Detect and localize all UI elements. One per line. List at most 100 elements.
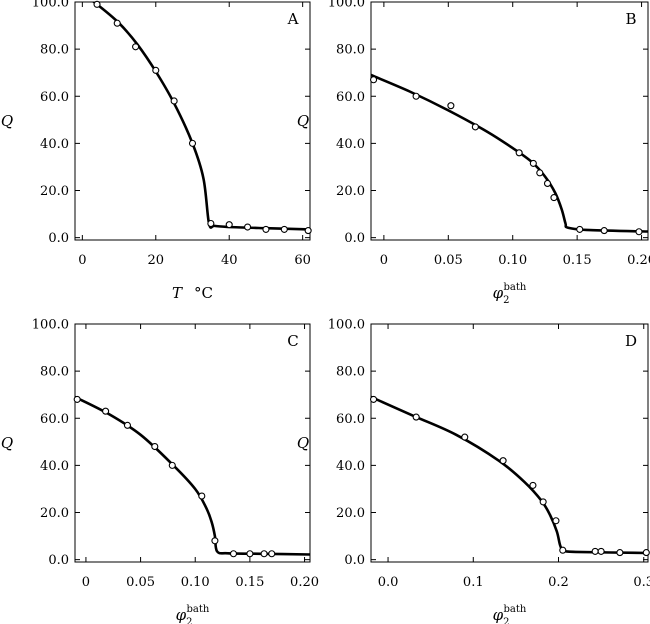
chart-panel-b: 0 0.05 0.10 0.15 0.20 0.0 20.0 40.0 60.0 80.0 100.… — [297, 0, 650, 306]
fit-curve — [371, 73, 648, 233]
data-point — [73, 395, 81, 403]
fit-curve — [91, 2, 310, 231]
y-tick-label: 80.0 — [336, 365, 365, 380]
x-tick-label: 0 — [380, 253, 388, 268]
y-tick-label: 40.0 — [336, 137, 365, 152]
data-point — [246, 550, 254, 558]
x-tick-label: 0.05 — [434, 253, 463, 268]
y-tick-label: 0.0 — [344, 553, 365, 568]
x-axis-var: φ — [493, 284, 504, 302]
y-tick-label: 40.0 — [40, 459, 69, 474]
x-axis-superscript: bath — [504, 282, 527, 293]
data-point — [543, 179, 552, 187]
y-tick-label: 100.0 — [328, 318, 365, 333]
panel-label: D — [625, 332, 637, 350]
x-tick-label: 0.05 — [126, 575, 155, 590]
data-point — [229, 550, 238, 558]
data-point — [550, 194, 558, 202]
y-axis-title: Q — [297, 112, 309, 130]
data-point — [447, 102, 455, 110]
y-tick-label: 80.0 — [40, 365, 69, 380]
x-axis-superscript: bath — [504, 604, 527, 615]
data-point — [616, 549, 624, 557]
x-tick-label: 0.2 — [548, 575, 569, 590]
x-axis-unit: °C — [194, 284, 213, 302]
data-point — [642, 549, 650, 557]
y-axis-title: Q — [1, 112, 13, 130]
x-tick-label: 0.20 — [290, 575, 319, 590]
data-point — [529, 159, 537, 167]
plot-frame — [370, 323, 649, 563]
x-tick-label: 0.15 — [235, 575, 264, 590]
y-tick-label: 100.0 — [328, 0, 365, 11]
x-tick-label: 0 — [78, 253, 86, 268]
data-point — [262, 225, 270, 233]
data-point — [529, 481, 537, 489]
x-axis-var: φ — [493, 606, 504, 624]
x-axis-title: φ2 bath — [493, 604, 527, 624]
x-axis-superscript: bath — [187, 604, 210, 615]
data-point — [198, 492, 206, 500]
x-tick-label: 40 — [221, 253, 238, 268]
chart-panel-c: 0 0.05 0.10 0.15 0.20 0.0 20.0 40.0 60.0 80.0 100.… — [1, 318, 319, 624]
data-point — [536, 169, 544, 177]
plot-frame — [74, 323, 311, 563]
data-point — [412, 413, 420, 421]
data-point — [461, 433, 469, 441]
y-tick-label: 100.0 — [32, 0, 69, 11]
y-tick-label: 80.0 — [40, 43, 69, 58]
y-tick-label: 80.0 — [336, 43, 365, 58]
x-axis-subscript: 2 — [503, 617, 509, 624]
y-tick-label: 60.0 — [336, 412, 365, 427]
y-tick-label: 100.0 — [32, 318, 69, 333]
data-point — [211, 537, 219, 545]
data-point — [188, 139, 197, 147]
data-point — [552, 517, 560, 525]
x-axis-title: φ2 bath — [176, 604, 210, 624]
data-point — [597, 547, 605, 555]
data-point — [370, 395, 378, 403]
data-point — [515, 149, 523, 157]
data-point — [576, 225, 584, 233]
x-axis-subscript: 2 — [186, 617, 192, 624]
y-tick-label: 0.0 — [48, 553, 69, 568]
y-tick-label: 60.0 — [336, 90, 365, 105]
y-axis-title: Q — [1, 434, 13, 452]
x-axis-subscript: 2 — [503, 295, 509, 306]
data-point — [280, 225, 288, 233]
x-tick-label: 0.0 — [378, 575, 399, 590]
data-point — [471, 123, 479, 131]
plot-frame — [370, 1, 649, 241]
x-axis-var: T — [172, 284, 183, 302]
data-point — [170, 97, 178, 105]
data-point — [635, 228, 643, 236]
chart-panel-a: 0 20 40 60 0.0 20.0 40.0 60.0 80.0 100.0 Q T °C A — [1, 0, 312, 302]
data-point — [412, 92, 420, 100]
panel-label: B — [625, 10, 636, 28]
fit-curve — [75, 395, 310, 556]
chart-panel-d: 0.0 0.1 0.2 0.3 0.0 20.0 40.0 60.0 80.0 100.0 Qφ2 b… — [297, 318, 650, 624]
x-tick-label: 0.10 — [181, 575, 210, 590]
data-point — [225, 221, 233, 229]
x-tick-label: 0.1 — [463, 575, 484, 590]
y-tick-label: 20.0 — [336, 506, 365, 521]
data-point — [123, 421, 132, 429]
y-tick-label: 60.0 — [40, 412, 69, 427]
x-axis-title: T °C — [172, 284, 213, 302]
y-tick-label: 0.0 — [48, 231, 69, 246]
panel-label: A — [287, 10, 299, 28]
data-point — [132, 43, 140, 51]
y-tick-label: 20.0 — [40, 184, 69, 199]
data-point — [304, 227, 312, 235]
x-tick-label: 20 — [148, 253, 165, 268]
y-tick-label: 20.0 — [336, 184, 365, 199]
data-point — [244, 223, 252, 231]
y-tick-label: 0.0 — [344, 231, 365, 246]
data-point — [102, 407, 110, 415]
y-tick-label: 40.0 — [336, 459, 365, 474]
x-tick-label: 0.20 — [627, 253, 650, 268]
data-point — [499, 457, 507, 465]
data-point — [600, 227, 608, 235]
plot-frame — [74, 1, 311, 241]
